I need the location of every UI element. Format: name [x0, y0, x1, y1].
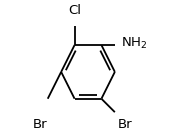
- Text: Br: Br: [33, 118, 48, 131]
- Text: Cl: Cl: [68, 4, 81, 17]
- Text: Br: Br: [118, 118, 132, 131]
- Text: NH$_2$: NH$_2$: [121, 36, 147, 51]
